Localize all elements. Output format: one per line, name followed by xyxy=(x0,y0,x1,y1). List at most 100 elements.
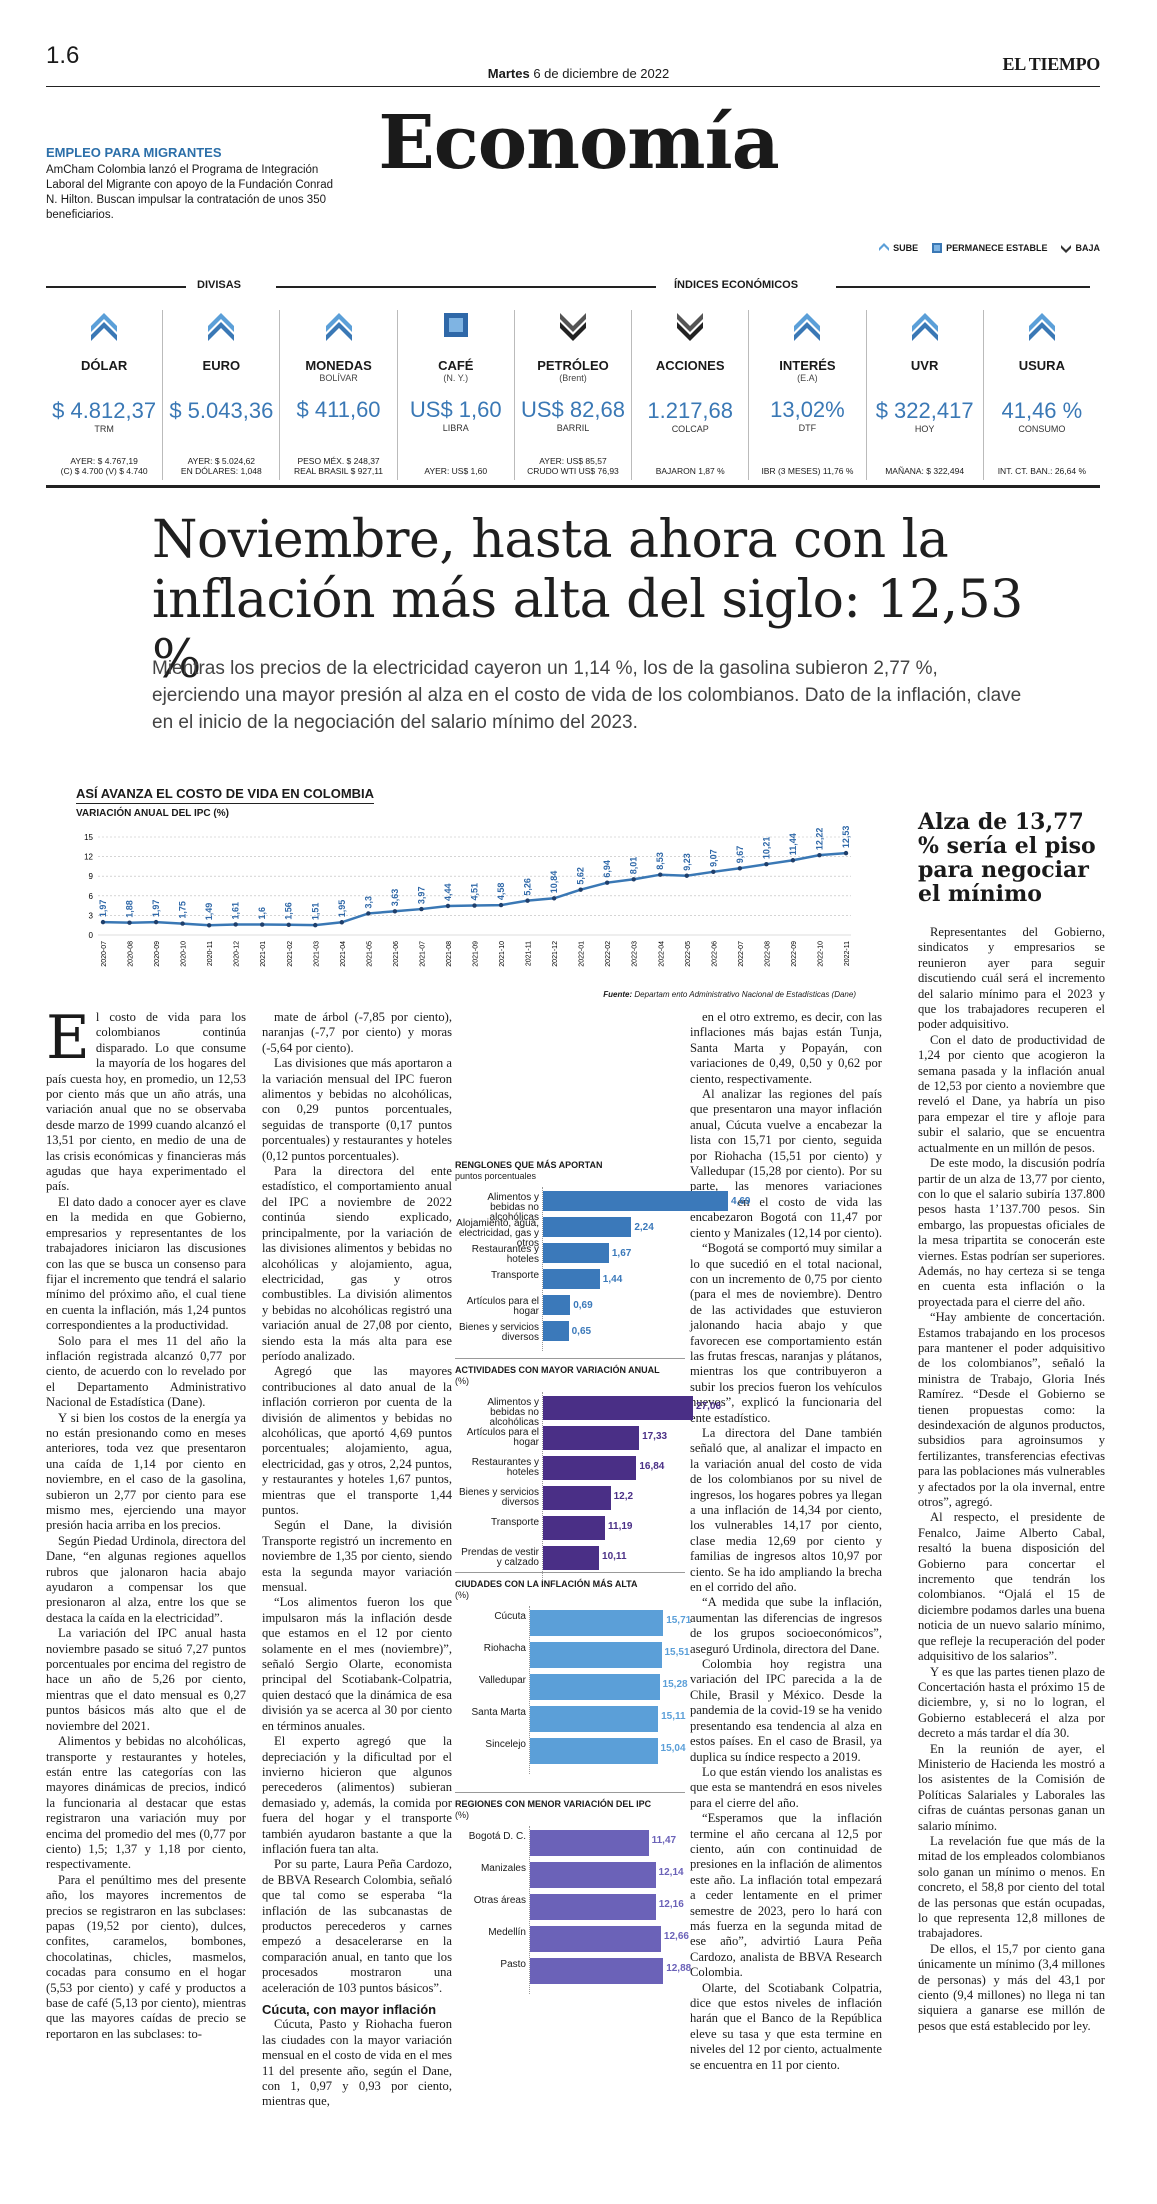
bar xyxy=(543,1396,693,1420)
bar xyxy=(543,1546,600,1570)
paragraph: En la reunión de ayer, el Ministerio de … xyxy=(918,1741,1105,1833)
bar-chart-subtitle: puntos porcentuales xyxy=(455,1171,537,1181)
data-point xyxy=(127,920,132,925)
x-tick-label: 2021-01 xyxy=(260,941,267,967)
data-label: 1,56 xyxy=(284,902,294,920)
paragraph: Al analizar las regiones del país que pr… xyxy=(690,1087,882,1240)
data-point xyxy=(658,872,663,877)
bar xyxy=(543,1516,606,1540)
bar xyxy=(530,1926,661,1952)
data-label: 4,44 xyxy=(443,883,453,901)
x-tick-label: 2020-11 xyxy=(207,941,214,966)
bar-chart-title: REGIONES CON MENOR VARIACIÓN DEL IPC xyxy=(455,1799,652,1809)
bar xyxy=(543,1456,637,1480)
paragraph: Colombia hoy registra una variación del … xyxy=(690,1657,882,1764)
indicator-unit: BARRIL xyxy=(556,423,590,433)
indicator-footnote: PESO MÉX. $ 248,37 REAL BRASIL $ 927,11 xyxy=(280,456,396,476)
up-trend-icon xyxy=(1028,313,1055,341)
chart-source-label: Fuente: xyxy=(603,990,633,999)
paragraph: “Hay ambiente de concertación. Estamos t… xyxy=(918,1310,1105,1510)
paragraph: Y si bien los costos de la energía ya no… xyxy=(46,1410,246,1533)
data-label: 1,95 xyxy=(337,900,347,918)
bar xyxy=(543,1217,632,1237)
bar-area: Alimentos y bebidas no alcohólicas 27,06 A… xyxy=(455,1392,721,1580)
paragraph: Agregó que las mayores contribuciones al… xyxy=(262,1364,452,1517)
bar-area: Cúcuta 15,71 Riohacha 15,51 Valledupar 15,28 S… xyxy=(455,1606,691,1774)
stable-square-icon xyxy=(932,243,943,253)
data-point xyxy=(498,902,504,908)
data-point xyxy=(233,922,238,927)
bar-chart-subtitle: (%) xyxy=(455,1376,469,1386)
data-point xyxy=(843,850,849,856)
bar xyxy=(543,1295,571,1315)
indicator-footnote: AYER: $ 5.024,62 EN DÓLARES: 1,048 xyxy=(163,456,279,476)
data-label: 10,21 xyxy=(761,837,771,860)
y-tick-label: 6 xyxy=(89,892,94,901)
down-arrow-icon xyxy=(1061,245,1072,253)
x-tick-label: 2022-11 xyxy=(844,941,851,966)
paragraph: Según el Dane, la división Transporte re… xyxy=(262,1518,452,1595)
market-cell: PETRÓLEO (Brent) US$ 82,68 BARRIL AYER: US$ … xyxy=(515,310,633,480)
down-trend-icon xyxy=(559,313,586,341)
bar-category-label: Artículos para el hogar xyxy=(466,1427,539,1448)
paragraph: mate de árbol (-7,85 por ciento), naranj… xyxy=(262,1010,452,1055)
indicator-sub: (N. Y.) xyxy=(443,373,469,383)
up-arrow-icon xyxy=(879,243,890,251)
bar-category-label: Alojamiento, agua, electricidad, gas y o… xyxy=(456,1218,539,1249)
bar-category-label: Sincelejo xyxy=(485,1739,526,1750)
bar-category-label: Riohacha xyxy=(483,1643,526,1654)
x-tick-label: 2022-07 xyxy=(738,941,745,967)
market-cell: CAFÉ (N. Y.) US$ 1,60 LIBRA AYER: US$ 1,60 xyxy=(398,310,515,480)
x-tick-label: 2022-08 xyxy=(764,941,771,967)
legend-up-label: SUBE xyxy=(893,243,919,253)
data-label: 8,01 xyxy=(629,857,639,875)
bar-area: Alimentos y bebidas no alcohólicas 4,69 Al… xyxy=(455,1187,750,1351)
indicator-value: 13,02% xyxy=(770,397,845,422)
bar-chart-3: CIUDADES CON LA INFLACIÓN MÁS ALTA (%) Cúc… xyxy=(455,1572,691,1774)
indicator-foot-1: AYER: $ 4.767,19 xyxy=(70,456,138,466)
x-tick-label: 2021-06 xyxy=(393,941,400,967)
bar-category-label: Restaurantes y hoteles xyxy=(471,1244,539,1265)
paragraph: Alimentos y bebidas no alcohólicas, tran… xyxy=(46,1734,246,1872)
bar xyxy=(530,1642,662,1668)
indicator-unit: TRM xyxy=(94,424,114,434)
bar-category-label: Valledupar xyxy=(478,1675,526,1686)
data-point xyxy=(419,906,424,912)
paragraph: “Los alimentos fueron los que impulsaron… xyxy=(262,1595,452,1733)
x-tick-label: 2020-09 xyxy=(154,941,161,967)
bar-value-label: 12,88 xyxy=(666,1963,692,1974)
bar-value-label: 12,66 xyxy=(663,1931,689,1942)
data-point xyxy=(100,919,106,925)
data-label: 3,3 xyxy=(363,896,373,909)
data-label: 10,84 xyxy=(549,871,559,894)
y-tick-label: 12 xyxy=(84,853,93,862)
bar-category-label: Transporte xyxy=(491,1270,539,1281)
rule xyxy=(46,286,186,288)
data-point xyxy=(737,866,743,871)
article-deck: Mientras los precios de la electricidad … xyxy=(152,658,1022,733)
indicator-name: INTERÉS xyxy=(779,358,836,373)
bar-value-label: 16,84 xyxy=(639,1461,665,1472)
data-point xyxy=(153,919,159,925)
data-point xyxy=(684,873,689,878)
promo-kicker: EMPLEO PARA MIGRANTES xyxy=(46,145,222,160)
x-tick-label: 2021-08 xyxy=(446,941,453,967)
article-column-2: mate de árbol (-7,85 por ciento), naranj… xyxy=(262,1010,452,2110)
sidebar-headline: Alza de 13,77 % sería el piso para negoc… xyxy=(918,809,1096,907)
bar-baseline xyxy=(529,1826,530,1994)
paragraph: La revelación fue que más de la mitad de… xyxy=(918,1833,1105,1941)
header-rule xyxy=(46,86,1100,87)
bar xyxy=(543,1426,640,1450)
indicator-foot-2: (C) $ 4.700 (V) $ 4.740 xyxy=(60,466,148,476)
data-label: 5,62 xyxy=(576,867,586,885)
legend-stable-label: PERMANECE ESTABLE xyxy=(946,243,1048,253)
x-tick-label: 2021-02 xyxy=(287,941,294,967)
bar xyxy=(530,1738,658,1764)
bar-category-label: Santa Marta xyxy=(471,1707,526,1718)
paragraph: El dato dado a conocer ayer es clave en … xyxy=(46,1194,246,1333)
indicator-name: ACCIONES xyxy=(655,358,725,373)
bar-chart-4: REGIONES CON MENOR VARIACIÓN DEL IPC (%) B… xyxy=(455,1792,691,1994)
bar-category-label: Bienes y servicios diversos xyxy=(458,1487,539,1508)
data-label: 6,94 xyxy=(602,860,612,878)
